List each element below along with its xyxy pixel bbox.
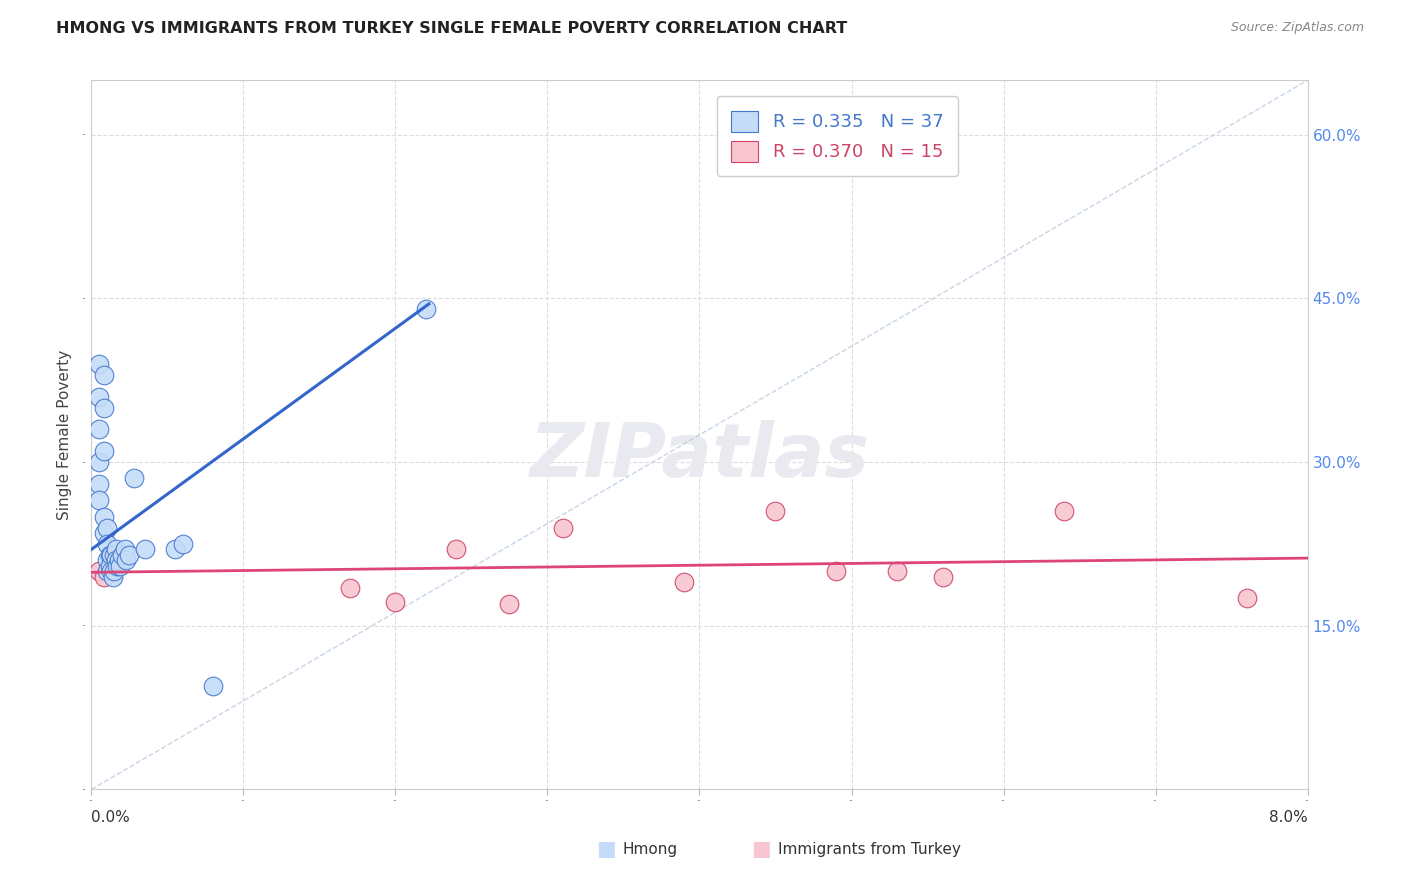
Point [103, 564, 125, 578]
Point [93, 509, 115, 524]
Text: 0.0%: 0.0% [91, 810, 131, 825]
Point [384, 595, 406, 609]
Point [87, 357, 110, 371]
Point [1236, 591, 1258, 606]
Point [825, 564, 848, 578]
Point [202, 679, 225, 693]
Text: ZIPatlas: ZIPatlas [530, 419, 869, 492]
Point [98, 548, 121, 562]
Point [163, 542, 186, 557]
Point [100, 548, 122, 562]
Point [931, 570, 953, 584]
Point [87, 493, 110, 508]
Text: Hmong: Hmong [623, 842, 678, 856]
Point [444, 542, 467, 557]
Point [96, 537, 118, 551]
Point [105, 558, 128, 573]
Point [93, 401, 115, 415]
Point [673, 575, 696, 590]
Point [93, 368, 115, 382]
Point [551, 520, 574, 534]
Text: Source: ZipAtlas.com: Source: ZipAtlas.com [1230, 21, 1364, 34]
Point [415, 302, 437, 317]
Point [103, 548, 125, 562]
Text: Immigrants from Turkey: Immigrants from Turkey [778, 842, 960, 856]
Point [118, 548, 141, 562]
Legend: R = 0.335   N = 37, R = 0.370   N = 15: R = 0.335 N = 37, R = 0.370 N = 15 [717, 96, 957, 176]
Point [96, 553, 118, 567]
Point [172, 537, 194, 551]
Point [134, 542, 156, 557]
Point [765, 504, 787, 518]
Point [101, 548, 124, 562]
Point [111, 548, 134, 562]
Y-axis label: Single Female Poverty: Single Female Poverty [58, 350, 72, 520]
Point [96, 564, 118, 578]
Point [107, 553, 129, 567]
Point [87, 564, 110, 578]
Text: 8.0%: 8.0% [1268, 810, 1308, 825]
Point [93, 444, 115, 458]
Point [114, 542, 136, 557]
Point [87, 390, 110, 404]
Point [87, 422, 110, 436]
Point [87, 455, 110, 469]
Point [93, 526, 115, 541]
Point [122, 471, 145, 485]
Point [339, 581, 361, 595]
Point [498, 597, 520, 611]
Point [96, 520, 118, 534]
Point [886, 564, 908, 578]
Text: ■: ■ [596, 839, 616, 859]
Point [87, 477, 110, 491]
Text: HMONG VS IMMIGRANTS FROM TURKEY SINGLE FEMALE POVERTY CORRELATION CHART: HMONG VS IMMIGRANTS FROM TURKEY SINGLE F… [56, 21, 848, 36]
Text: ■: ■ [751, 839, 770, 859]
Point [101, 570, 124, 584]
Point [110, 558, 132, 573]
Point [104, 542, 127, 557]
Point [98, 558, 121, 573]
Point [100, 564, 122, 578]
Point [115, 553, 138, 567]
Point [1053, 504, 1076, 518]
Point [104, 553, 127, 567]
Point [93, 570, 115, 584]
